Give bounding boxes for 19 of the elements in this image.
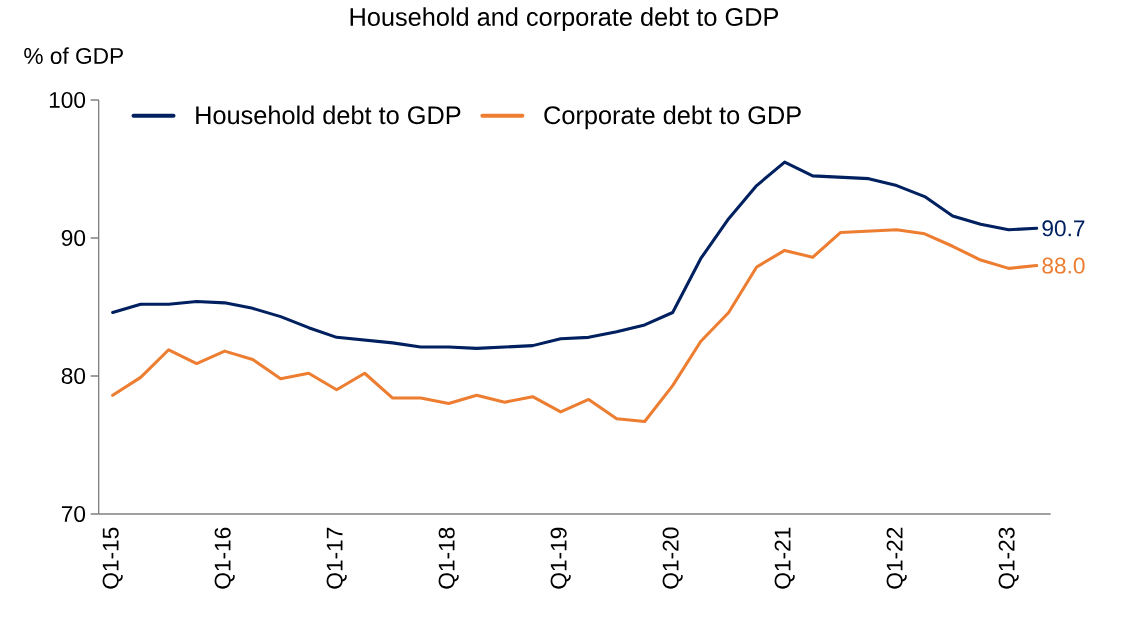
chart-title: Household and corporate debt to GDP	[350, 7, 779, 31]
x-tick-label: Q1-19	[550, 527, 571, 589]
y-tick-label: 80	[61, 367, 86, 385]
x-tick-label: Q1-22	[886, 527, 907, 589]
x-tick-label: Q1-16	[214, 527, 235, 589]
legend-label: Household debt to GDP	[196, 105, 461, 125]
y-tick-label: 90	[61, 229, 86, 247]
data-label: 90.7	[1042, 220, 1085, 237]
y-tick-label: 100	[49, 91, 86, 109]
data-label: 88.0	[1042, 257, 1085, 274]
x-tick-label: Q1-20	[662, 527, 683, 589]
x-tick-label: Q1-15	[102, 527, 123, 589]
y-axis-title: % of GDP	[24, 47, 123, 64]
y-tick-label: 70	[61, 505, 86, 523]
x-tick-label: Q1-17	[326, 527, 347, 589]
x-tick-label: Q1-21	[774, 527, 795, 589]
legend-label: Corporate debt to GDP	[544, 105, 801, 130]
x-tick-label: Q1-23	[998, 527, 1019, 589]
x-tick-label: Q1-18	[438, 527, 459, 589]
